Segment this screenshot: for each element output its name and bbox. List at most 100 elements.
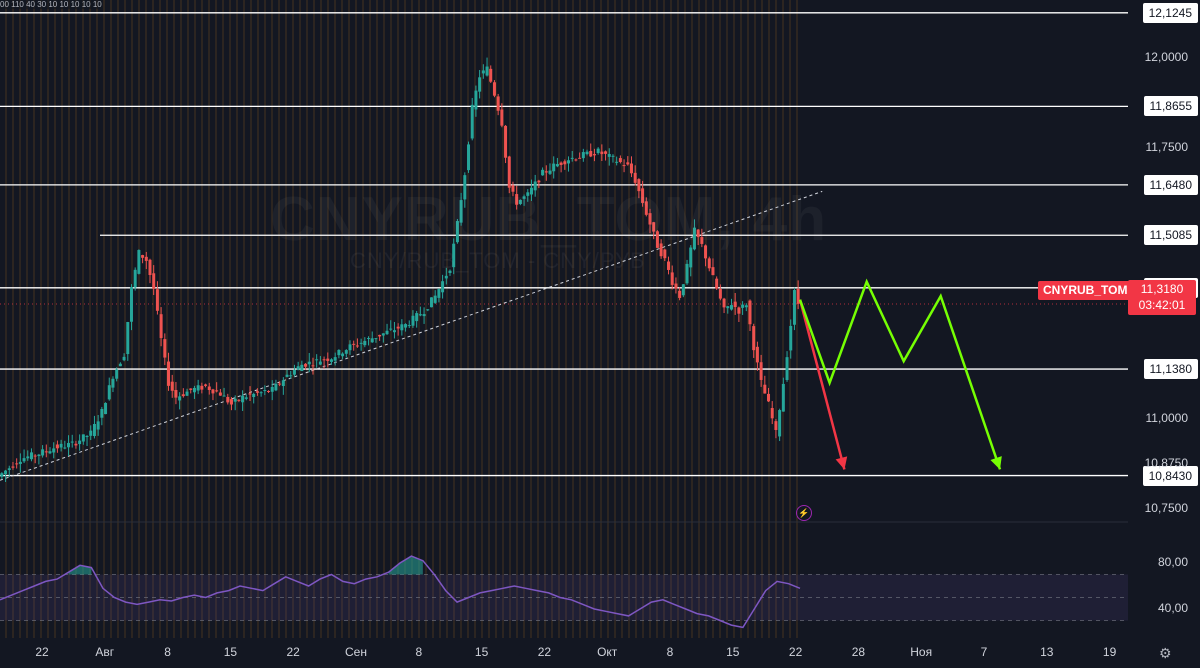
watermark-description: CNY/RUB_TOM - CNY/РУБ bbox=[350, 248, 646, 273]
candle-body bbox=[744, 305, 748, 308]
candle-body bbox=[681, 284, 685, 296]
candle-body bbox=[529, 187, 533, 195]
candle-body bbox=[200, 385, 204, 390]
candle-body bbox=[726, 306, 730, 309]
candle-body bbox=[648, 213, 652, 225]
candle-body bbox=[237, 399, 241, 401]
date-tick-label: 13 bbox=[1040, 645, 1054, 659]
date-tick-label: 19 bbox=[1102, 645, 1117, 659]
candle-body bbox=[33, 455, 37, 457]
candle-body bbox=[192, 387, 196, 393]
candle-body bbox=[185, 391, 189, 396]
level-price-label: 10,8430 bbox=[1142, 465, 1198, 486]
candle-body bbox=[111, 378, 115, 388]
candle-body bbox=[126, 322, 130, 355]
candle-body bbox=[370, 338, 374, 343]
candle-body bbox=[737, 307, 741, 314]
rsi-line bbox=[0, 555, 801, 629]
date-tick-label: Авг bbox=[95, 645, 115, 659]
candle-body bbox=[433, 295, 437, 303]
candle-body bbox=[581, 152, 585, 159]
candle-body bbox=[578, 157, 582, 159]
forecast-bull-arrow bbox=[798, 278, 1002, 470]
candle-body bbox=[55, 444, 59, 449]
price-tick-label: 10,7500 bbox=[1144, 501, 1188, 516]
forecast-bear-arrow bbox=[798, 299, 846, 470]
candle-body bbox=[474, 90, 478, 110]
candle-body bbox=[267, 391, 271, 393]
candle-body bbox=[155, 289, 159, 311]
rsi-overbought-fill bbox=[388, 556, 423, 575]
candle-body bbox=[333, 357, 337, 361]
candle-body bbox=[567, 160, 571, 164]
candle-body bbox=[763, 384, 767, 394]
candle-body bbox=[555, 164, 559, 167]
date-tick-label: Окт bbox=[597, 645, 618, 659]
candle-body bbox=[444, 275, 448, 279]
candle-body bbox=[667, 261, 671, 270]
candle-body bbox=[400, 324, 404, 331]
date-tick-label: 8 bbox=[415, 645, 423, 659]
gear-icon[interactable]: ⚙ bbox=[1159, 645, 1172, 661]
candle-body bbox=[511, 185, 515, 192]
candle-body bbox=[218, 392, 222, 396]
candle-body bbox=[607, 153, 611, 157]
candle-body bbox=[541, 169, 545, 176]
candle-body bbox=[692, 227, 696, 250]
lightning-icon[interactable]: ⚡ bbox=[796, 505, 812, 521]
candle-body bbox=[659, 243, 663, 257]
candle-body bbox=[485, 66, 489, 76]
candle-body bbox=[574, 159, 578, 161]
candle-body bbox=[337, 349, 341, 356]
date-tick-label: 22 bbox=[788, 645, 803, 659]
candle-body bbox=[548, 170, 552, 174]
candle-body bbox=[74, 443, 78, 446]
candle-body bbox=[170, 381, 174, 391]
candle-body bbox=[611, 155, 615, 157]
candle-body bbox=[778, 410, 782, 437]
candle-body bbox=[492, 82, 496, 96]
candle-body bbox=[426, 309, 430, 311]
candle-body bbox=[441, 281, 445, 293]
candle-body bbox=[459, 200, 463, 223]
candle-body bbox=[544, 171, 548, 173]
candle-body bbox=[159, 314, 163, 338]
level-price-label: 12,1245 bbox=[1142, 2, 1198, 23]
candle-body bbox=[322, 359, 326, 361]
candle-body bbox=[389, 328, 393, 330]
price-tick-label: 11,0000 bbox=[1145, 410, 1189, 425]
candle-body bbox=[700, 237, 704, 244]
candle-body bbox=[348, 344, 352, 351]
date-tick-label: 28 bbox=[851, 645, 866, 659]
candle-body bbox=[452, 243, 456, 268]
candle-body bbox=[615, 161, 619, 163]
candle-body bbox=[363, 340, 367, 346]
candle-body bbox=[522, 196, 526, 199]
candle-body bbox=[626, 162, 630, 165]
price-tick-label: 11,7500 bbox=[1145, 140, 1189, 155]
candle-body bbox=[629, 163, 633, 174]
candle-body bbox=[29, 452, 33, 460]
candle-body bbox=[307, 361, 311, 365]
candle-body bbox=[204, 384, 208, 386]
volume-strip: 00 110 40 30 10 10 10 10 10 bbox=[0, 0, 102, 9]
candle-body bbox=[733, 301, 737, 308]
candle-body bbox=[96, 421, 100, 430]
candle-body bbox=[22, 458, 26, 462]
candle-body bbox=[515, 194, 519, 205]
candle-body bbox=[518, 199, 522, 205]
candle-body bbox=[641, 188, 645, 203]
candle-body bbox=[152, 273, 156, 289]
candle-body bbox=[685, 263, 689, 284]
candle-body bbox=[722, 298, 726, 308]
candle-body bbox=[241, 395, 245, 403]
candle-body bbox=[326, 358, 330, 361]
candle-body bbox=[767, 393, 771, 402]
candle-body bbox=[255, 391, 259, 393]
candle-body bbox=[604, 151, 608, 154]
symbol-tag[interactable]: CNYRUB_TOM bbox=[1038, 281, 1133, 300]
candle-body bbox=[496, 96, 500, 111]
candle-body bbox=[785, 357, 789, 380]
